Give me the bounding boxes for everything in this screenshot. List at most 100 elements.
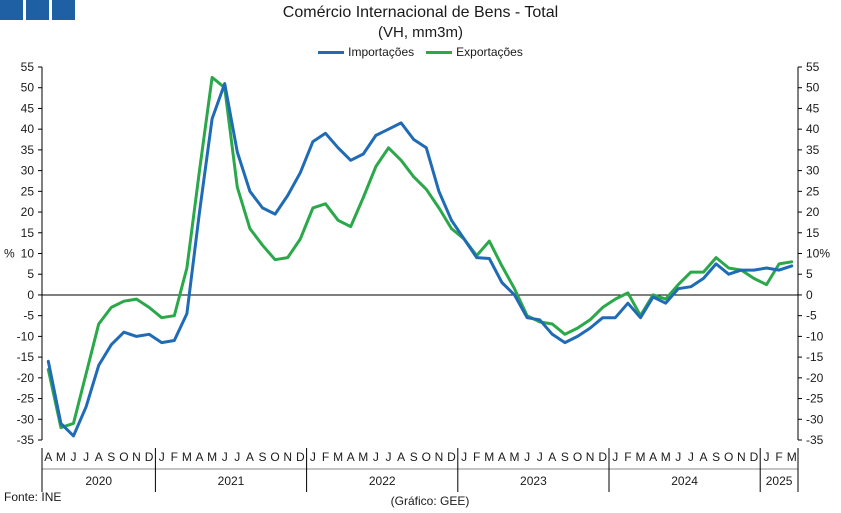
y-tick-label-right: -15 — [806, 350, 824, 364]
x-month-label: O — [724, 450, 733, 464]
y-tick-label-left: -10 — [17, 329, 35, 343]
y-tick-label-left: -15 — [17, 350, 35, 364]
x-month-label: F — [775, 450, 782, 464]
y-tick-label-right: 35 — [806, 143, 820, 157]
x-month-label: J — [222, 450, 228, 464]
y-tick-label-left: 30 — [21, 164, 35, 178]
y-tick-label-left: 35 — [21, 143, 35, 157]
x-month-label: S — [561, 450, 569, 464]
x-month-label: J — [461, 450, 467, 464]
x-month-label: S — [712, 450, 720, 464]
y-tick-label-left: 40 — [21, 122, 35, 136]
x-month-label: J — [159, 450, 165, 464]
x-month-label: A — [44, 450, 52, 464]
x-month-label: N — [435, 450, 444, 464]
y-tick-label-right: 0 — [806, 288, 813, 302]
x-month-label: O — [270, 450, 279, 464]
x-month-label: J — [373, 450, 379, 464]
x-month-label: M — [182, 450, 192, 464]
x-month-label: A — [649, 450, 657, 464]
y-tick-label-left: 10 — [21, 247, 35, 261]
x-month-label: N — [132, 450, 141, 464]
x-month-label: D — [750, 450, 759, 464]
x-year-label: 2025 — [766, 474, 793, 488]
legend-swatch-imports — [318, 50, 345, 54]
x-month-label: O — [422, 450, 431, 464]
x-month-label: J — [612, 450, 618, 464]
x-month-label: N — [283, 450, 292, 464]
x-month-label: J — [234, 450, 240, 464]
x-month-label: J — [688, 450, 694, 464]
x-month-label: N — [586, 450, 595, 464]
x-month-label: J — [537, 450, 543, 464]
x-month-label: A — [246, 450, 254, 464]
x-month-label: D — [447, 450, 456, 464]
x-month-label: A — [699, 450, 707, 464]
y-tick-label-right: 25 — [806, 184, 820, 198]
x-month-label: J — [386, 450, 392, 464]
y-tick-label-left: -30 — [17, 412, 35, 426]
x-month-label: J — [83, 450, 89, 464]
x-month-label: S — [258, 450, 266, 464]
x-month-label: M — [358, 450, 368, 464]
x-month-label: A — [548, 450, 556, 464]
y-tick-label-right: 10% — [806, 247, 830, 261]
y-tick-label-left: 45 — [21, 101, 35, 115]
legend-label-exports: Exportações — [456, 45, 523, 59]
chart-title: Comércio Internacional de Bens - Total — [282, 4, 559, 21]
x-month-label: J — [764, 450, 770, 464]
y-tick-label-right: 45 — [806, 101, 820, 115]
y-tick-label-left: 50 — [21, 81, 35, 95]
legend-swatch-exports — [426, 50, 453, 54]
x-year-label: 2024 — [671, 474, 698, 488]
x-month-label: J — [71, 450, 77, 464]
x-month-label: M — [661, 450, 671, 464]
chart-credit: (Gráfico: GEE) — [390, 494, 470, 508]
x-month-label: M — [56, 450, 66, 464]
series-layer — [46, 75, 794, 438]
x-month-label: F — [473, 450, 480, 464]
x-month-label: F — [322, 450, 329, 464]
series-line-imports — [46, 82, 794, 438]
x-year-label: 2020 — [85, 474, 112, 488]
y-tick-label-left: 0 — [27, 288, 34, 302]
y-tick-label-left: -20 — [17, 371, 35, 385]
y-tick-label-left: 20 — [21, 205, 35, 219]
legend-item-imports: Importações — [318, 45, 414, 59]
legend: Importações Exportações — [0, 45, 841, 59]
y-tick-label-right: -35 — [806, 433, 824, 447]
y-tick-label-left: -25 — [17, 392, 35, 406]
legend-item-exports: Exportações — [426, 45, 523, 59]
y-tick-label-right: 55 — [806, 60, 820, 74]
x-month-label: S — [107, 450, 115, 464]
logo-block — [26, 0, 49, 20]
logo — [0, 0, 75, 20]
y-tick-label-right: 40 — [806, 122, 820, 136]
x-month-label: O — [573, 450, 582, 464]
x-month-label: J — [524, 450, 530, 464]
y-tick-label-right: 30 — [806, 164, 820, 178]
x-year-label: 2021 — [218, 474, 245, 488]
y-tick-label-right: -10 — [806, 329, 824, 343]
x-month-label: A — [195, 450, 203, 464]
x-month-label: D — [145, 450, 154, 464]
axes: -35 -35 -30 -30 -25 -25 -20 -20 -15 -15 -10 -10 -5 -5… — [4, 60, 830, 492]
x-year-label: 2023 — [520, 474, 547, 488]
y-tick-label-right: -30 — [806, 412, 824, 426]
logo-block — [52, 0, 75, 20]
x-month-label: A — [498, 450, 506, 464]
x-month-label: D — [296, 450, 305, 464]
y-tick-label-left: -5 — [23, 309, 34, 323]
x-year-label: 2022 — [369, 474, 396, 488]
x-month-label: M — [636, 450, 646, 464]
y-tick-label-right: 20 — [806, 205, 820, 219]
y-tick-label-left: 5 — [27, 267, 34, 281]
series-line-exports — [46, 75, 794, 430]
y-tick-label-right: 50 — [806, 81, 820, 95]
x-month-label: F — [624, 450, 631, 464]
x-month-label: O — [119, 450, 128, 464]
x-month-label: A — [95, 450, 103, 464]
y-tick-label-left: -35 — [17, 433, 35, 447]
x-month-label: D — [598, 450, 607, 464]
